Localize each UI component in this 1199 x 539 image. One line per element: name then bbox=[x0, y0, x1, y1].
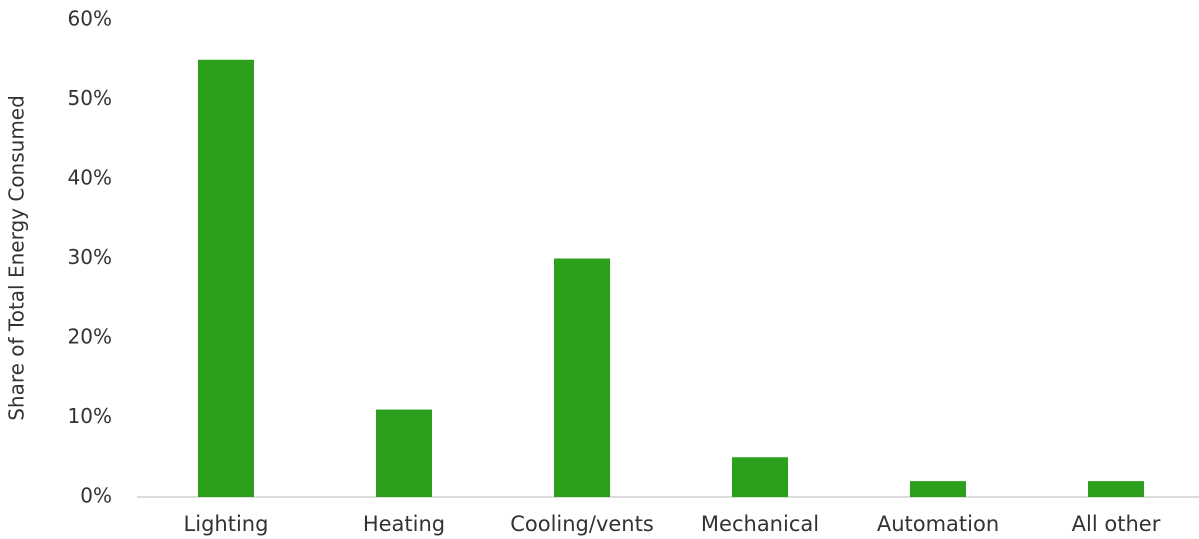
x-tick-label: Automation bbox=[877, 512, 999, 536]
y-axis-label: Share of Total Energy Consumed bbox=[5, 95, 29, 421]
x-tick-label: Heating bbox=[363, 512, 445, 536]
bar bbox=[554, 258, 610, 497]
y-tick-label: 20% bbox=[68, 325, 112, 349]
y-tick-label: 60% bbox=[68, 7, 112, 31]
x-tick-label: Cooling/vents bbox=[510, 512, 654, 536]
bar bbox=[910, 481, 966, 497]
bar bbox=[732, 457, 788, 497]
bar bbox=[198, 59, 254, 497]
bar bbox=[1088, 481, 1144, 497]
x-tick-label: All other bbox=[1072, 512, 1161, 536]
x-tick-label: Mechanical bbox=[701, 512, 819, 536]
y-tick-label: 30% bbox=[68, 245, 112, 269]
y-tick-label: 0% bbox=[80, 484, 112, 508]
y-tick-label: 10% bbox=[68, 404, 112, 428]
y-tick-label: 50% bbox=[68, 86, 112, 110]
y-tick-label: 40% bbox=[68, 166, 112, 190]
x-tick-label: Lighting bbox=[184, 512, 269, 536]
bar bbox=[376, 409, 432, 497]
